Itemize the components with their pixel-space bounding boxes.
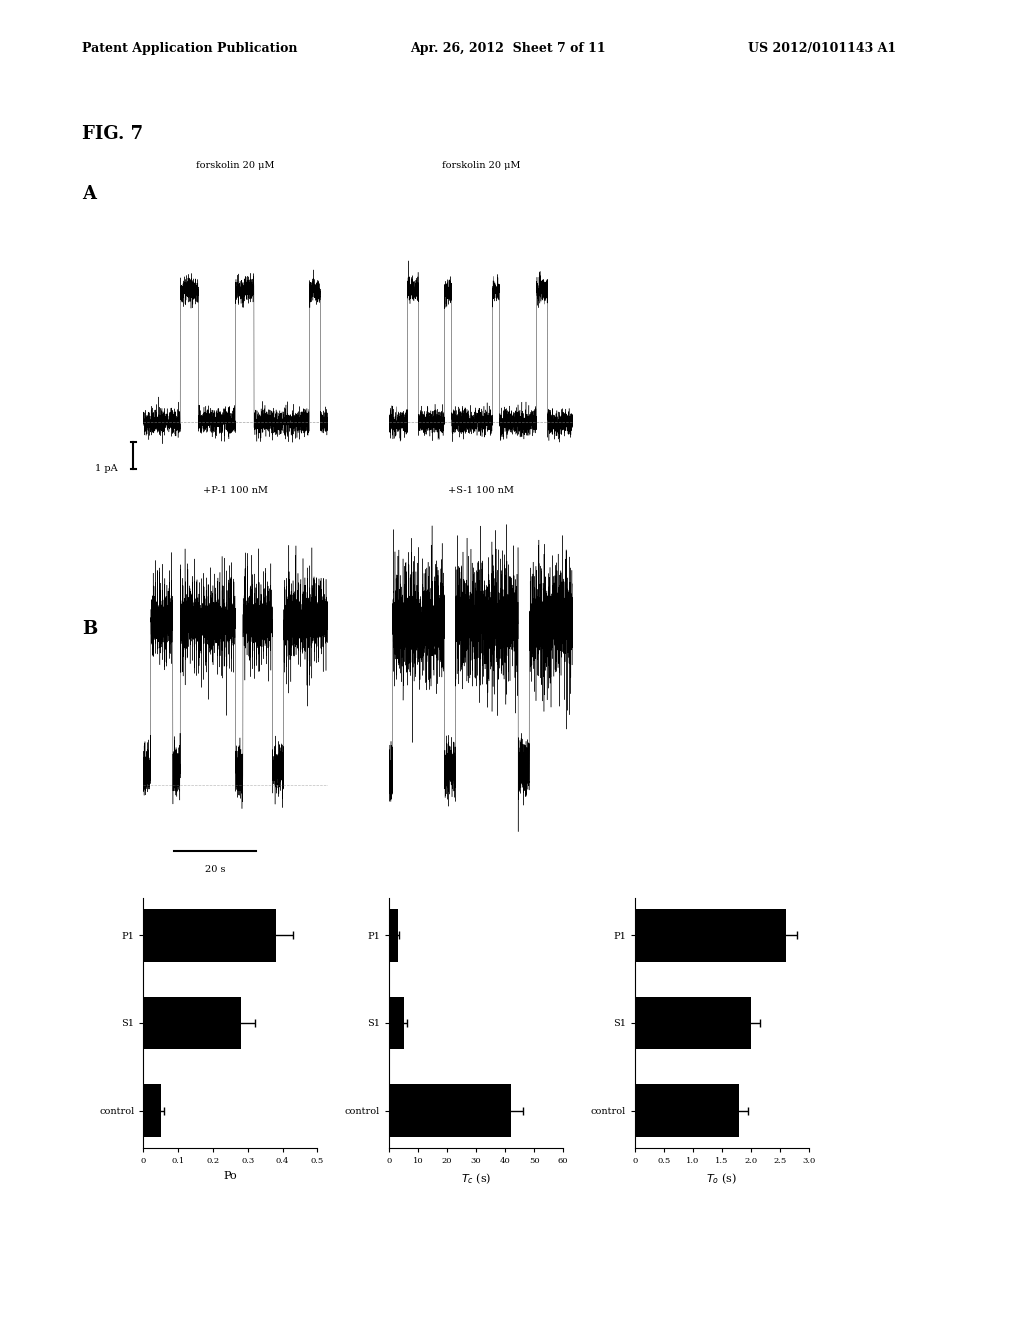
Text: Patent Application Publication: Patent Application Publication xyxy=(82,42,297,55)
Text: forskolin 20 μM: forskolin 20 μM xyxy=(197,161,274,169)
Bar xyxy=(635,909,785,961)
Bar xyxy=(635,997,751,1049)
Bar xyxy=(635,1085,739,1137)
Text: B: B xyxy=(82,620,97,639)
Text: US 2012/0101143 A1: US 2012/0101143 A1 xyxy=(748,42,896,55)
Text: Apr. 26, 2012  Sheet 7 of 11: Apr. 26, 2012 Sheet 7 of 11 xyxy=(410,42,605,55)
Bar xyxy=(143,997,241,1049)
Bar xyxy=(143,909,275,961)
Bar xyxy=(389,997,403,1049)
Bar xyxy=(389,909,397,961)
Bar xyxy=(389,1085,511,1137)
Text: +S-1 100 nM: +S-1 100 nM xyxy=(449,486,514,495)
Text: FIG. 7: FIG. 7 xyxy=(82,125,143,144)
Text: +P-1 100 nM: +P-1 100 nM xyxy=(203,486,268,495)
X-axis label: $T_c$ (s): $T_c$ (s) xyxy=(461,1171,492,1185)
Bar xyxy=(143,1085,161,1137)
Text: forskolin 20 μM: forskolin 20 μM xyxy=(442,161,520,169)
X-axis label: $T_o$ (s): $T_o$ (s) xyxy=(707,1171,737,1185)
Text: 20 s: 20 s xyxy=(205,865,225,874)
X-axis label: Po: Po xyxy=(223,1171,238,1181)
Text: 1 pA: 1 pA xyxy=(95,465,118,473)
Text: A: A xyxy=(82,185,96,203)
